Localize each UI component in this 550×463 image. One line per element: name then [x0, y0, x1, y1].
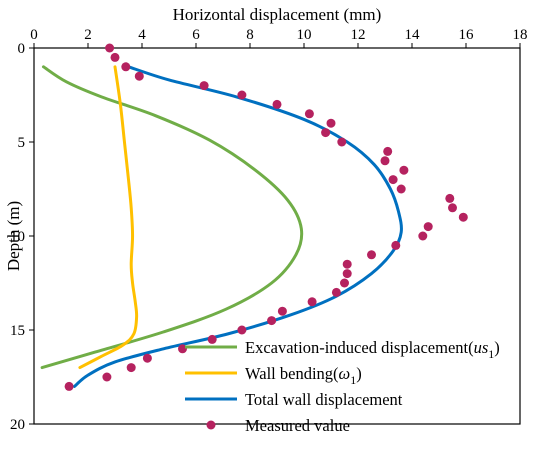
measured-point — [237, 90, 247, 100]
x-axis-ticks: 0 2 4 6 8 10 12 14 16 18 — [30, 27, 528, 48]
x-axis-title: Horizontal displacement (mm) — [173, 5, 382, 24]
x-tick-label: 6 — [192, 27, 200, 43]
measured-point — [331, 287, 341, 297]
x-tick-label: 12 — [351, 27, 366, 43]
legend-marker-measured — [206, 420, 216, 430]
legend: Excavation-induced displacement(us1) Wal… — [185, 338, 500, 435]
y-axis-title: Depth (m) — [4, 201, 23, 271]
measured-point — [307, 297, 317, 307]
measured-point — [304, 109, 314, 119]
y-tick-label: 10 — [10, 229, 25, 245]
y-tick-label: 20 — [10, 417, 25, 433]
legend-label-measured: Measured value — [245, 416, 350, 435]
x-tick-label: 2 — [84, 27, 92, 43]
measured-point — [64, 381, 74, 391]
legend-label-total: Total wall displacement — [245, 390, 403, 409]
x-tick-label: 16 — [459, 27, 475, 43]
measured-point — [110, 52, 120, 62]
measured-point — [326, 118, 336, 128]
legend-label-excavation: Excavation-induced displacement(us1) — [245, 338, 500, 361]
measured-point — [445, 193, 455, 203]
series-line-excavation-induced-displacement — [40, 65, 304, 370]
measured-point — [126, 363, 136, 373]
x-tick-label: 8 — [246, 27, 254, 43]
measured-point — [388, 175, 398, 185]
y-tick-label: 0 — [18, 41, 26, 57]
x-tick-label: 0 — [30, 27, 38, 43]
measured-point — [423, 222, 433, 232]
measured-point — [134, 71, 144, 81]
measured-point — [399, 165, 409, 175]
measured-point — [321, 128, 331, 138]
x-tick-label: 14 — [405, 27, 421, 43]
measured-point — [342, 269, 352, 279]
measured-point — [277, 306, 287, 316]
y-axis-ticks: 0 5 10 15 20 — [10, 41, 34, 433]
measured-point — [272, 99, 282, 109]
measured-point — [121, 62, 131, 72]
measured-point — [105, 43, 115, 53]
series-points-measured-value — [64, 43, 468, 391]
measured-point — [178, 344, 187, 354]
measured-point — [142, 353, 152, 363]
x-tick-label: 18 — [513, 27, 528, 43]
measured-point — [342, 259, 352, 269]
measured-point — [367, 250, 376, 260]
measured-point — [396, 184, 406, 194]
legend-label-wall-bending: Wall bending(ω1) — [245, 364, 362, 387]
measured-point — [199, 81, 209, 91]
measured-point — [458, 212, 468, 222]
measured-point — [237, 325, 247, 335]
measured-point — [207, 334, 217, 344]
measured-point — [340, 278, 349, 288]
series-line-wall-bending — [78, 65, 139, 370]
x-tick-label: 10 — [297, 27, 312, 43]
measured-point — [418, 231, 428, 241]
measured-point — [380, 156, 390, 166]
series-line-total-wall-displacement — [73, 65, 403, 388]
x-tick-label: 4 — [138, 27, 146, 43]
measured-point — [102, 372, 112, 382]
y-tick-label: 5 — [18, 135, 26, 151]
measured-point — [391, 240, 401, 250]
measured-point — [267, 316, 277, 326]
measured-point — [448, 203, 457, 213]
measured-point — [337, 137, 347, 147]
measured-point — [383, 146, 393, 156]
series-layer — [40, 43, 468, 391]
y-tick-label: 15 — [10, 323, 25, 339]
